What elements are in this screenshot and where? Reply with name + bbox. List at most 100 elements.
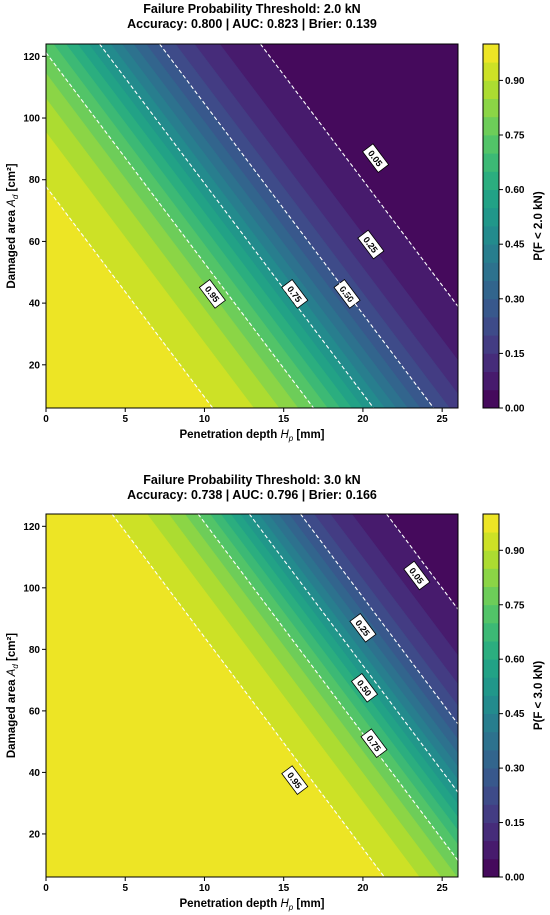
colorbar-segment	[483, 659, 499, 678]
colorbar-segment	[483, 858, 499, 878]
colorbar-segment	[483, 532, 499, 551]
x-tick-label: 25	[437, 414, 449, 425]
colorbar-segment	[483, 550, 499, 569]
chart-panel-2kn: Failure Probability Threshold: 2.0 kN Ac…	[0, 0, 550, 457]
contour-line	[99, 43, 375, 409]
colorbar-segment	[483, 207, 499, 227]
colorbar-tick-label: 0.75	[505, 600, 525, 611]
contour-label-box	[281, 765, 309, 795]
contour-line	[386, 513, 459, 610]
colorbar-segment	[483, 171, 499, 190]
colorbar-segment	[483, 622, 499, 642]
y-tick-label: 40	[29, 299, 41, 310]
colorbar-segment	[483, 586, 499, 606]
colorbar-segment	[483, 62, 499, 81]
chart-subtitle: Accuracy: 0.738 | AUC: 0.796 | Brier: 0.…	[127, 488, 377, 502]
y-tick-label: 40	[29, 768, 41, 779]
contour-label-box	[403, 560, 431, 591]
x-axis-label: Penetration depth Hp [mm]	[179, 429, 324, 443]
colorbar-segment	[483, 317, 499, 336]
chart-title: Failure Probability Threshold: 2.0 kN	[143, 2, 361, 16]
colorbar-segment	[483, 262, 499, 281]
y-axis-label: Damaged area Ad [cm²]	[6, 163, 20, 288]
colorbar-tick-label: 0.15	[505, 349, 525, 360]
x-tick-label: 15	[278, 414, 290, 425]
colorbar: 0.00 0.15 0.30 0.45 0.60 0.75 0.90 P(F < 2.0 kN…	[482, 43, 545, 415]
x-axis-label-symbol: H	[280, 898, 289, 910]
y-axis-label-subscript: d	[11, 194, 20, 199]
colorbar: 0.00 0.15 0.30 0.45 0.60 0.75 0.90 P(F < 3.0 kN…	[482, 513, 545, 884]
colorbar-segment	[483, 80, 499, 99]
colorbar-label: P(F < 2.0 kN)	[533, 191, 545, 261]
colorbar-segment	[483, 371, 499, 391]
contour-line	[300, 513, 459, 725]
colorbar-segment	[483, 280, 499, 300]
x-axis-label-main: Penetration depth	[179, 898, 280, 910]
contour-line	[111, 513, 385, 878]
x-tick-label: 15	[278, 883, 290, 894]
y-tick-label: 80	[29, 645, 41, 656]
x-tick-label: 20	[357, 414, 369, 425]
y-axis-label: Damaged area Ad [cm²]	[6, 633, 20, 758]
colorbar-tick-label: 0.60	[505, 185, 525, 196]
colorbar-tick-label: 0.00	[505, 404, 525, 415]
colorbar-tick-label: 0.60	[505, 655, 525, 666]
contour-label-box	[357, 229, 385, 260]
colorbar-tick-label: 0.75	[505, 131, 525, 142]
y-tick-label: 120	[23, 522, 40, 533]
y-axis-label-subscript: d	[11, 664, 20, 669]
y-axis-label-main: Damaged area	[6, 676, 18, 758]
y-axis-label-unit: [cm²]	[6, 633, 18, 664]
contour-label-box	[360, 728, 388, 759]
colorbar-segment	[483, 641, 499, 660]
y-tick-label: 120	[23, 52, 40, 63]
colorbar-segment	[483, 604, 499, 624]
colorbar-segment	[483, 804, 499, 823]
colorbar-segment	[483, 731, 499, 751]
x-tick-label: 0	[43, 883, 49, 894]
x-axis-label-subscript: p	[288, 903, 294, 912]
colorbar-tick-label: 0.00	[505, 873, 525, 884]
colorbar-tick-label: 0.15	[505, 818, 525, 829]
y-tick-label: 20	[29, 829, 41, 840]
colorbar-segment	[483, 226, 499, 245]
contour-label-box	[350, 672, 379, 703]
colorbar-segment	[483, 749, 499, 769]
colorbar-segment	[483, 822, 499, 842]
colorbar-tick-label: 0.45	[505, 240, 525, 251]
y-tick-label: 60	[29, 706, 41, 717]
contour-fill-group	[45, 43, 459, 409]
x-axis-label: Penetration depth Hp [mm]	[179, 898, 324, 912]
contour-line	[45, 186, 214, 409]
colorbar-segment	[483, 568, 499, 587]
colorbar-segment	[483, 98, 499, 118]
contour-line	[259, 43, 459, 307]
y-tick-label: 60	[29, 237, 41, 248]
contour-label-box	[349, 612, 377, 643]
colorbar-segment	[483, 840, 499, 860]
colorbar-segment	[483, 514, 499, 533]
colorbar-segment	[483, 786, 499, 805]
x-tick-label: 10	[199, 883, 211, 894]
colorbar-tick-label: 0.45	[505, 709, 525, 720]
x-tick-label: 10	[199, 414, 211, 425]
x-axis-label-subscript: p	[288, 434, 294, 443]
colorbar-segment	[483, 713, 499, 733]
contour-label-box	[198, 279, 226, 309]
y-tick-label: 80	[29, 175, 41, 186]
colorbar-segment	[483, 695, 499, 715]
y-axis-label-main: Damaged area	[6, 207, 18, 289]
colorbar-segment	[483, 768, 499, 787]
colorbar-segment	[483, 44, 499, 63]
contour-fill-group	[45, 513, 459, 878]
colorbar-segment	[483, 677, 499, 696]
y-tick-label: 100	[23, 114, 40, 125]
x-tick-label: 25	[437, 883, 449, 894]
plot-frame	[45, 513, 459, 878]
colorbar-frame	[482, 513, 500, 878]
colorbar-tick-label: 0.30	[505, 294, 525, 305]
contour-line	[197, 513, 459, 861]
x-tick-label: 5	[122, 414, 128, 425]
contour-label-box	[362, 143, 390, 173]
